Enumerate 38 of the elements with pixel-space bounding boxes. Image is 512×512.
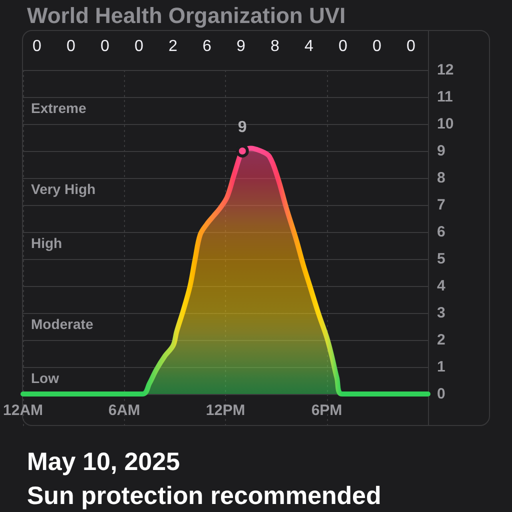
y-tick-label: 1	[437, 358, 446, 376]
text: 0	[406, 38, 416, 56]
annotation: Low	[31, 370, 59, 386]
annotation: Moderate	[31, 316, 94, 332]
y-tick-label: 11	[437, 88, 453, 106]
text: Sun protection recommended	[27, 482, 382, 511]
annotation: 9	[238, 119, 247, 136]
x-tick-label: 6AM	[108, 402, 140, 419]
annotation: Extreme	[31, 100, 86, 116]
annotation: High	[31, 235, 62, 251]
annotation: Very High	[31, 181, 96, 197]
y-tick-label: 12	[437, 62, 454, 78]
text: 6	[202, 38, 212, 56]
y-tick-label: 4	[437, 278, 446, 294]
y-tick-label: 5	[437, 250, 446, 268]
y-tick-label: 8	[437, 170, 446, 186]
text: 4	[304, 38, 314, 56]
text: May 10, 2025	[27, 448, 180, 477]
text: 9	[236, 38, 246, 56]
text: 0	[338, 38, 348, 56]
text: 0	[372, 38, 382, 56]
x-tick-label: 6PM	[311, 402, 342, 419]
text: 8	[270, 38, 280, 56]
y-tick-label: 10	[437, 116, 454, 132]
text: 0	[66, 38, 76, 56]
chart-title: World Health Organization UVI	[27, 3, 346, 29]
text: 0	[134, 38, 144, 56]
text: 2	[168, 38, 178, 56]
y-tick-label: 3	[437, 304, 446, 322]
text: 0	[100, 38, 110, 56]
x-tick-label: 12PM	[206, 402, 246, 419]
y-tick-label: 6	[437, 224, 446, 240]
x-tick-label: 12AM	[3, 402, 44, 419]
y-tick-label: 9	[437, 142, 446, 160]
text: 0	[32, 38, 42, 56]
y-tick-label: 0	[437, 386, 446, 402]
y-tick-label: 7	[437, 196, 446, 214]
y-tick-label: 2	[437, 332, 446, 348]
